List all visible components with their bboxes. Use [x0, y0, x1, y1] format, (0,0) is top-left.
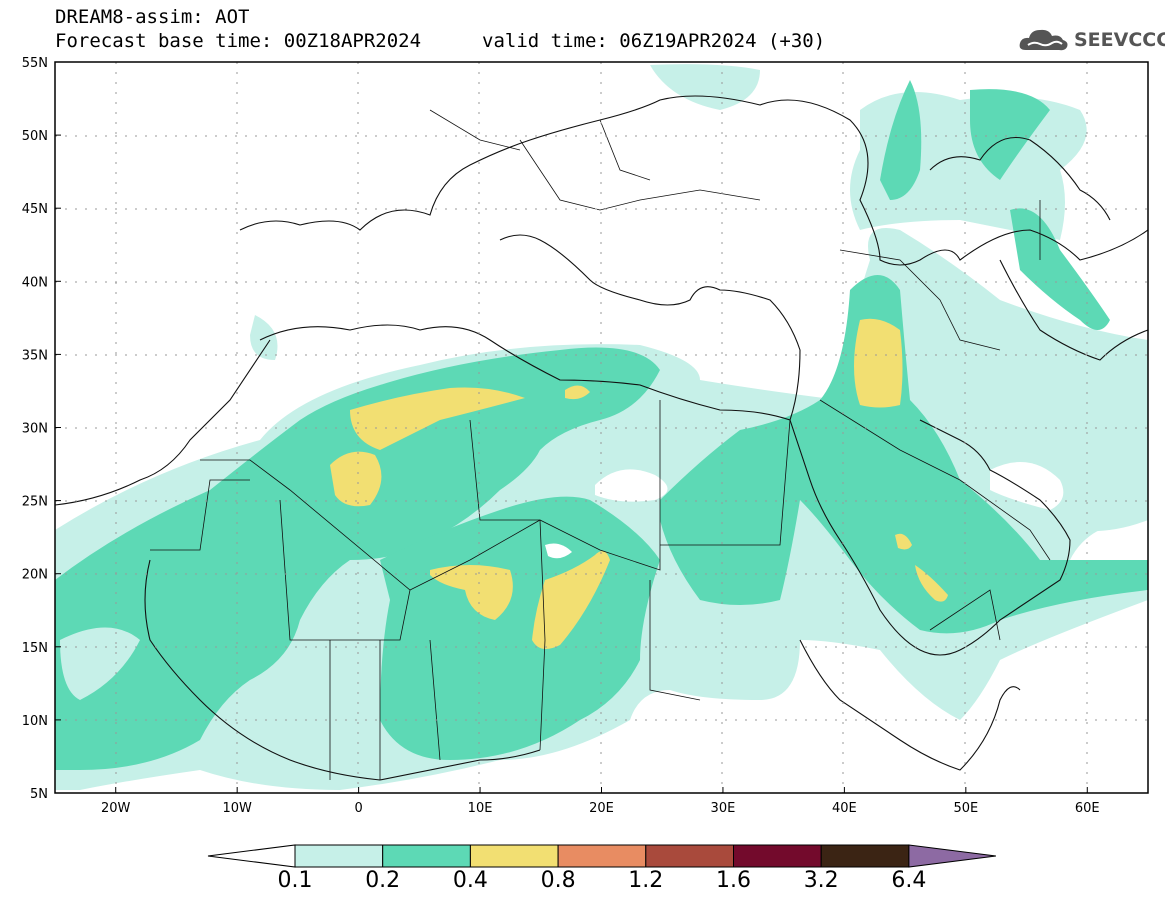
forecast-base-time: Forecast base time: 00Z18APR2024: [55, 30, 422, 52]
colorbar-swatch: [294, 844, 384, 868]
lon-tick-label: 10W: [222, 801, 252, 816]
colorbar-swatch: [645, 844, 734, 868]
cloud-icon: [1019, 29, 1068, 51]
colorbar-label: 0.1: [277, 868, 313, 893]
colorbar-label: 0.4: [452, 868, 488, 893]
lon-tick-label: 20E: [589, 801, 614, 816]
coastlines: [55, 95, 1148, 781]
lon-tick-label: 30E: [711, 801, 736, 816]
aot-level-0.4: [330, 318, 948, 649]
gridlines: [55, 62, 1148, 793]
lat-tick-label: 20N: [22, 568, 48, 583]
colorbar-max-arrow: [908, 844, 996, 868]
aot-clear-areas: [545, 462, 1064, 559]
colorbar-label: 0.2: [365, 868, 401, 893]
seevccc-logo: SEEVCCC: [1018, 26, 1165, 54]
lon-tick-label: 50E: [953, 801, 978, 816]
lat-tick-label: 10N: [22, 714, 48, 729]
colorbar-label: 1.6: [716, 868, 751, 893]
lon-tick-label: 40E: [832, 801, 857, 816]
lat-tick-label: 40N: [22, 275, 48, 290]
lon-tick-label: 60E: [1075, 801, 1100, 816]
lon-tick-label: 0: [354, 801, 362, 816]
map-title: DREAM8-assim: AOT: [55, 6, 250, 28]
logo-text: SEEVCCC: [1074, 29, 1165, 51]
colorbar-label: 6.4: [891, 868, 927, 893]
colorbar-label: 3.2: [803, 868, 839, 893]
colorbar-swatch: [382, 844, 471, 868]
lat-tick-label: 30N: [22, 422, 48, 437]
lon-tick-label: 10E: [468, 801, 493, 816]
colorbar-swatch: [733, 844, 822, 868]
lat-tick-label: 45N: [22, 202, 48, 217]
lat-tick-label: 15N: [22, 641, 48, 656]
colorbar-swatch: [820, 844, 910, 868]
colorbar-swatch: [557, 844, 647, 868]
colorbar-min-arrow: [207, 844, 296, 868]
country-borders: [150, 109, 1051, 780]
lat-tick-label: 50N: [22, 129, 48, 144]
lat-tick-label: 25N: [22, 495, 48, 510]
lat-tick-label: 55N: [22, 56, 48, 71]
colorbar-label: 0.8: [540, 868, 576, 893]
lat-tick-label: 5N: [30, 787, 48, 802]
lat-tick-label: 35N: [22, 348, 48, 363]
colorbar-label: 1.2: [628, 868, 664, 893]
colorbar-swatch: [469, 844, 559, 868]
valid-time: valid time: 06Z19APR2024 (+30): [482, 30, 826, 52]
lon-tick-label: 20W: [101, 801, 131, 816]
